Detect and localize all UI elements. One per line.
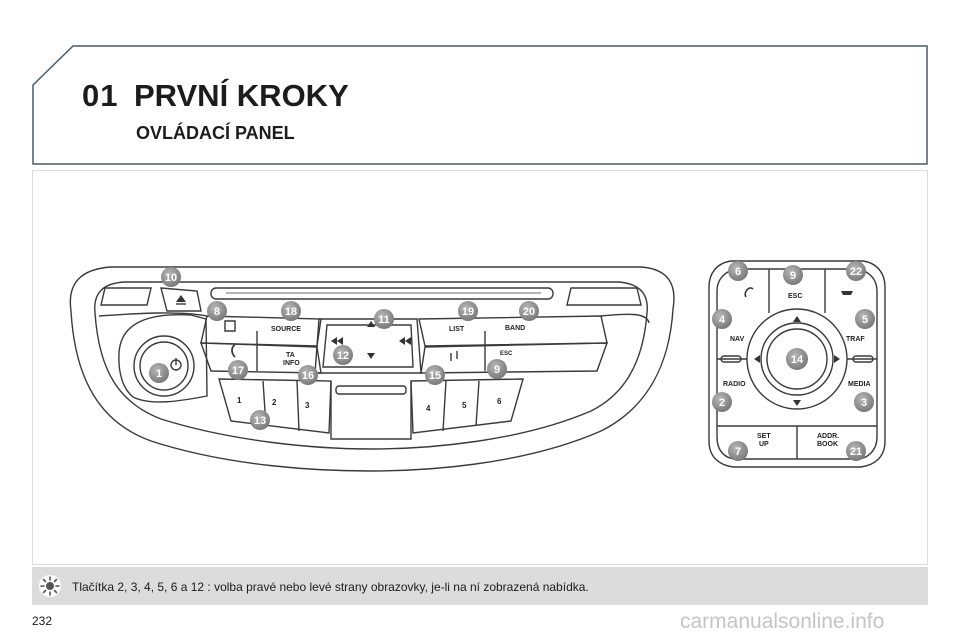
info-label: INFO	[283, 360, 300, 367]
callout: 8	[207, 301, 227, 321]
svg-text:20: 20	[523, 306, 535, 318]
upper-frame	[98, 312, 208, 317]
svg-text:7: 7	[735, 446, 741, 458]
remote-esc-label: ESC	[788, 293, 802, 300]
callout: 19	[458, 301, 478, 321]
svg-text:3: 3	[861, 397, 867, 409]
setup-label-line1: SET	[757, 433, 771, 440]
callout: 9	[487, 359, 507, 379]
callout: 6	[728, 261, 748, 281]
page-number: 232	[32, 614, 53, 628]
top-left-insert	[100, 287, 152, 306]
svg-text:15: 15	[429, 370, 441, 382]
svg-text:18: 18	[285, 306, 297, 318]
preset-6-label: 6	[497, 397, 502, 406]
svg-text:19: 19	[462, 306, 474, 318]
knob-bezel	[118, 314, 208, 403]
control-panel-figure: SOURCE TA INFO LIST BAND ESC 1 2 3 4 5 6…	[32, 170, 928, 565]
radio-panel	[69, 266, 675, 472]
svg-text:16: 16	[302, 370, 314, 382]
svg-text:12: 12	[337, 350, 349, 362]
svg-text:10: 10	[165, 272, 177, 284]
power-volume-knob[interactable]	[133, 335, 195, 397]
svg-text:1: 1	[156, 368, 162, 380]
control-panel-illustration: SOURCE TA INFO LIST BAND ESC 1 2 3 4 5 6…	[69, 260, 886, 472]
traf-label: TRAF	[846, 336, 865, 343]
radio-inner-shell	[94, 281, 648, 450]
svg-text:2: 2	[719, 397, 725, 409]
sun-icon	[39, 575, 61, 597]
remote-outer-shell	[708, 260, 886, 468]
preset-5-label: 5	[462, 401, 467, 410]
callout: 3	[854, 392, 874, 412]
preset-row	[218, 378, 332, 434]
source-label: SOURCE	[271, 326, 301, 333]
cd-slot	[210, 287, 554, 300]
radio-outer-shell	[69, 266, 675, 472]
preset-3-label: 3	[305, 401, 310, 410]
svg-text:5: 5	[862, 314, 868, 326]
svg-text:9: 9	[494, 364, 500, 376]
callout: 11	[374, 309, 394, 329]
header-frame	[32, 45, 928, 165]
chapter-title: PRVNÍ KROKY	[134, 78, 349, 113]
callout: 9	[783, 265, 803, 285]
svg-text:4: 4	[719, 314, 726, 326]
svg-text:22: 22	[850, 266, 862, 278]
callout: 12	[333, 345, 353, 365]
callout: 18	[281, 301, 301, 321]
svg-text:9: 9	[790, 270, 796, 282]
eject-button[interactable]	[160, 287, 202, 312]
watermark: carmanualsonline.info	[680, 610, 885, 633]
callout: 7	[728, 441, 748, 461]
svg-text:6: 6	[735, 266, 741, 278]
callout: 14	[786, 348, 808, 370]
callout: 20	[519, 301, 539, 321]
callout: 17	[228, 360, 248, 380]
callout: 1	[149, 363, 169, 383]
preset-1-label: 1	[237, 396, 242, 405]
center-slot	[335, 385, 407, 395]
note-bar	[32, 567, 928, 605]
nav-label: NAV	[730, 336, 745, 343]
svg-text:21: 21	[850, 446, 862, 458]
ok-button[interactable]	[766, 328, 828, 390]
esc-label: ESC	[500, 351, 513, 357]
list-label: LIST	[449, 326, 465, 333]
media-label: MEDIA	[848, 381, 871, 388]
callout: 10	[161, 267, 181, 287]
callout: 16	[298, 365, 318, 385]
callout: 22	[846, 261, 866, 281]
top-right-insert	[566, 287, 642, 306]
callout: 15	[425, 365, 445, 385]
note-text: Tlačítka 2, 3, 4, 5, 6 a 12 : volba prav…	[72, 580, 589, 594]
radio-label: RADIO	[723, 381, 746, 388]
screen-frame	[314, 318, 422, 374]
callout: 4	[712, 309, 732, 329]
ta-label: TA	[286, 352, 295, 359]
callout: 2	[712, 392, 732, 412]
addr-book-label-line2: BOOK	[817, 441, 838, 448]
svg-text:14: 14	[791, 354, 804, 366]
preset-4-label: 4	[426, 404, 431, 413]
chapter-number: 01	[82, 78, 119, 113]
remote-panel	[708, 260, 886, 468]
svg-text:13: 13	[254, 415, 266, 427]
callout: 21	[846, 441, 866, 461]
callout: 13	[250, 410, 270, 430]
addr-book-label-line1: ADDR.	[817, 433, 839, 440]
svg-text:17: 17	[232, 365, 244, 377]
setup-label-line2: UP	[759, 441, 769, 448]
band-label: BAND	[505, 325, 525, 332]
svg-text:11: 11	[378, 314, 390, 326]
section-title: OVLÁDACÍ PANEL	[136, 123, 295, 143]
callout: 5	[855, 309, 875, 329]
svg-text:8: 8	[214, 306, 220, 318]
preset-2-label: 2	[272, 398, 277, 407]
